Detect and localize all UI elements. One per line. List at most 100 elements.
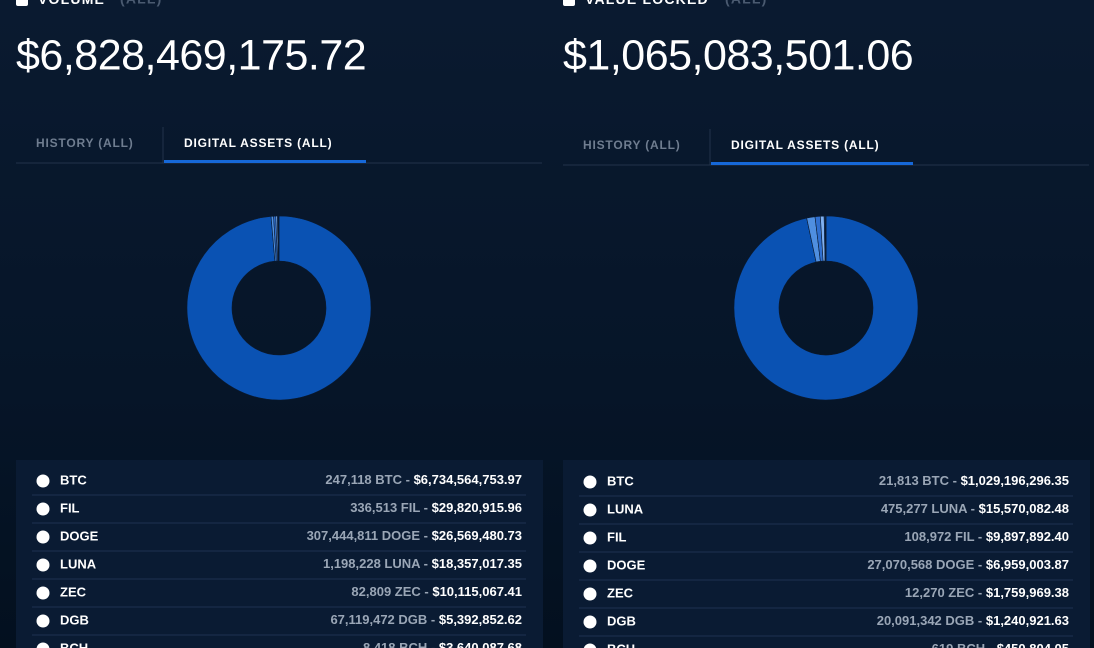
asset-symbol: BCH xyxy=(607,641,635,648)
asset-icon xyxy=(583,643,597,648)
asset-value-part: - xyxy=(974,557,986,572)
tab-underline xyxy=(711,162,913,165)
asset-value-part: $6,734,564,753.97 xyxy=(414,472,522,487)
asset-value-part: 8,418 BCH xyxy=(363,640,427,648)
asset-value: 619 BCH - $450,804.05 xyxy=(932,641,1069,648)
asset-value: 336,513 FIL - $29,820,915.96 xyxy=(350,500,522,515)
asset-value-part: $10,115,067.41 xyxy=(432,584,522,599)
asset-value-part: $3,640,087.68 xyxy=(439,640,522,648)
tab-underline xyxy=(164,160,366,163)
asset-symbol: BTC xyxy=(607,473,634,488)
asset-symbol: ZEC xyxy=(60,584,87,599)
asset-icon xyxy=(36,474,50,488)
asset-value-part: - xyxy=(985,641,997,648)
asset-symbol: DGB xyxy=(607,613,636,628)
asset-value-part: $18,357,017.35 xyxy=(432,556,522,571)
asset-icon xyxy=(36,642,50,648)
asset-value-part: $1,240,921.63 xyxy=(986,613,1069,628)
asset-icon xyxy=(583,531,597,545)
asset-value-part: - xyxy=(967,501,979,516)
panel-title: VOLUME xyxy=(38,0,105,7)
panel-title-part: VALUE LOCKED xyxy=(585,0,709,7)
asset-value-part: 27,070,568 DOGE xyxy=(867,557,974,572)
asset-symbol: LUNA xyxy=(607,501,644,516)
asset-value: 12,270 ZEC - $1,759,969.38 xyxy=(905,585,1069,600)
asset-value-part: - xyxy=(427,640,439,648)
asset-value-part: - xyxy=(427,612,439,627)
asset-value-part: - xyxy=(420,556,432,571)
asset-value: 1,198,228 LUNA - $18,357,017.35 xyxy=(323,556,522,571)
asset-symbol: BCH xyxy=(60,640,88,648)
asset-value-part: - xyxy=(421,584,433,599)
asset-value: 21,813 BTC - $1,029,196,296.35 xyxy=(879,473,1069,488)
asset-value-part: $1,759,969.38 xyxy=(986,585,1069,600)
asset-symbol: FIL xyxy=(607,529,627,544)
asset-value-part: $5,392,852.62 xyxy=(439,612,522,627)
asset-value-part: $26,569,480.73 xyxy=(432,528,522,543)
asset-value: 27,070,568 DOGE - $6,959,003.87 xyxy=(867,557,1069,572)
asset-value-part: 1,198,228 LUNA xyxy=(323,556,421,571)
asset-value: 108,972 FIL - $9,897,892.40 xyxy=(904,529,1069,544)
asset-value-part: 619 BCH xyxy=(932,641,985,648)
asset-value-part: 307,444,811 DOGE xyxy=(307,528,421,543)
donut-slice xyxy=(733,215,919,401)
asset-value: 8,418 BCH - $3,640,087.68 xyxy=(363,640,522,648)
tab[interactable]: HISTORY (ALL) xyxy=(36,136,134,150)
asset-icon xyxy=(36,614,50,628)
asset-value-part: - xyxy=(949,473,961,488)
asset-value-part: $15,570,082.48 xyxy=(979,501,1069,516)
asset-value-part: 336,513 FIL xyxy=(350,500,420,515)
asset-icon xyxy=(36,558,50,572)
asset-value: 67,119,472 DGB - $5,392,852.62 xyxy=(330,612,522,627)
asset-value-part: 12,270 ZEC xyxy=(905,585,975,600)
panel-title: VALUE LOCKED xyxy=(585,0,709,7)
asset-value-part: 475,277 LUNA xyxy=(881,501,968,516)
total: $6,828,469,175.72 xyxy=(16,31,366,79)
asset-value: 307,444,811 DOGE - $26,569,480.73 xyxy=(307,528,522,543)
asset-list xyxy=(563,460,1090,648)
asset-symbol: ZEC xyxy=(607,585,634,600)
asset-symbol: BTC xyxy=(60,472,87,487)
donut-slice xyxy=(186,215,372,401)
asset-icon xyxy=(583,587,597,601)
asset-symbol: DGB xyxy=(60,612,89,627)
asset-value-part: - xyxy=(974,529,986,544)
asset-icon xyxy=(583,503,597,517)
asset-value-part: - xyxy=(402,472,414,487)
asset-symbol: DOGE xyxy=(607,557,646,572)
asset-symbol: FIL xyxy=(60,500,80,515)
asset-symbol: LUNA xyxy=(60,556,97,571)
scope: (ALL) xyxy=(120,0,163,7)
asset-icon xyxy=(36,502,50,516)
asset-value-part: $6,959,003.87 xyxy=(986,557,1069,572)
asset-value: 82,809 ZEC - $10,115,067.41 xyxy=(351,584,522,599)
asset-symbol: DOGE xyxy=(60,528,99,543)
asset-list xyxy=(16,460,543,648)
asset-value-part: - xyxy=(420,528,432,543)
asset-value-part: $29,820,915.96 xyxy=(432,500,522,515)
title-icon xyxy=(16,0,28,6)
asset-value-part: 247,118 BTC xyxy=(325,472,402,487)
asset-value: 475,277 LUNA - $15,570,082.48 xyxy=(881,501,1069,516)
asset-icon xyxy=(36,530,50,544)
asset-value-part: 21,813 BTC xyxy=(879,473,950,488)
title-icon xyxy=(563,0,575,6)
asset-value-part: - xyxy=(974,613,986,628)
asset-value-part: - xyxy=(420,500,432,515)
tab-active[interactable]: DIGITAL ASSETS (ALL) xyxy=(184,136,332,150)
asset-value-part: $1,029,196,296.35 xyxy=(961,473,1069,488)
asset-value-part: 67,119,472 DGB xyxy=(330,612,427,627)
asset-value: 20,091,342 DGB - $1,240,921.63 xyxy=(877,613,1069,628)
tab-active[interactable]: DIGITAL ASSETS (ALL) xyxy=(731,138,879,152)
asset-value-part: - xyxy=(974,585,986,600)
asset-value-part: 108,972 FIL xyxy=(904,529,974,544)
total: $1,065,083,501.06 xyxy=(563,31,913,79)
asset-value-part: $9,897,892.40 xyxy=(986,529,1069,544)
asset-icon xyxy=(583,475,597,489)
asset-value: 247,118 BTC - $6,734,564,753.97 xyxy=(325,472,522,487)
asset-value-part: 82,809 ZEC xyxy=(351,584,421,599)
tab[interactable]: HISTORY (ALL) xyxy=(583,138,681,152)
asset-value-part: 20,091,342 DGB xyxy=(877,613,975,628)
